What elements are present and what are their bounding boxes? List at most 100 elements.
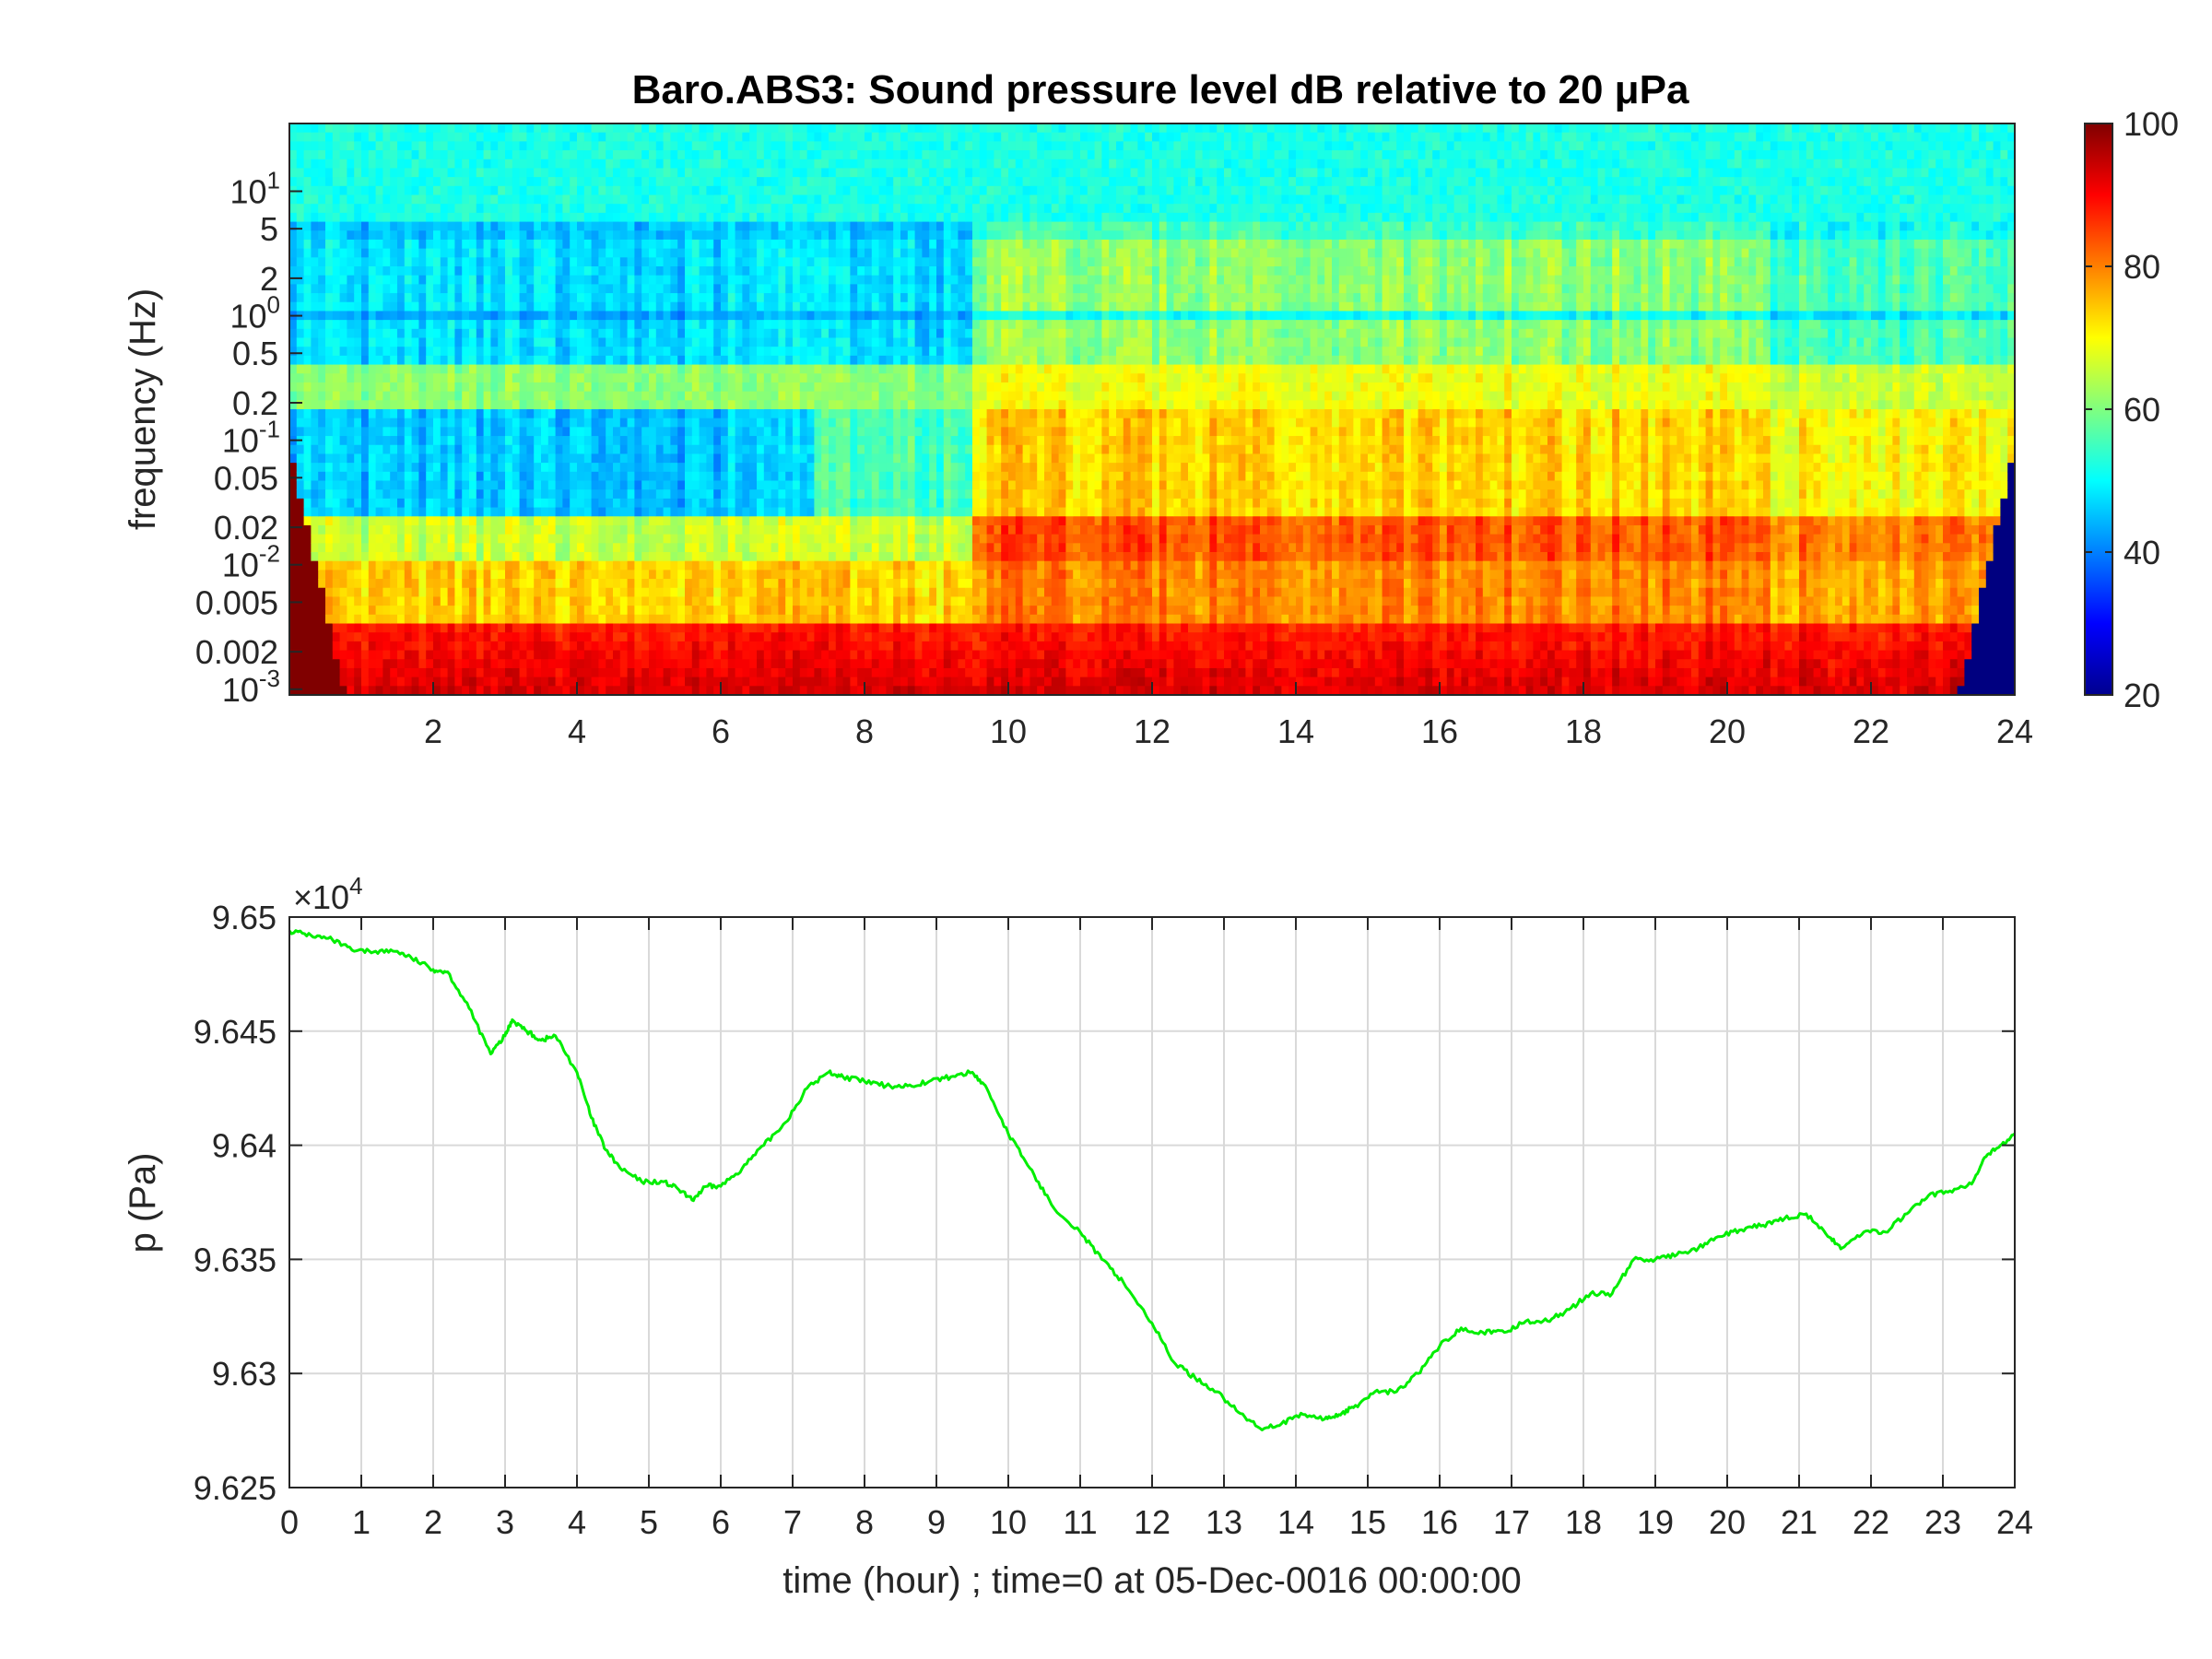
spectrogram-cell [814,284,822,294]
spectrogram-cell [634,524,642,535]
spectrogram-cell [368,364,377,374]
spectrogram-cell [663,221,671,231]
spectrogram-cell [512,498,521,509]
spectrogram-cell [570,293,578,303]
spectrogram-cell [462,284,470,294]
spectrogram-cell [670,480,678,490]
spectrogram-cell [606,436,614,446]
spectrogram-cell [526,677,535,687]
spectrogram-cell [490,444,499,455]
spectrogram-cell [433,623,441,633]
spectrogram-cell [433,382,441,393]
spectrogram-cell [606,257,614,267]
spectrogram-cell [498,516,506,526]
spectrogram-cell [677,347,686,357]
spectrogram-cell [447,587,455,598]
spectrogram-cell [505,320,513,330]
spectrogram-cell [577,275,585,285]
spectrogram-cell [655,552,665,562]
spectrogram-cell [476,212,485,223]
spectrogram-cell [663,150,671,160]
spectrogram-cell [289,141,298,151]
spectrogram-cell [562,659,571,669]
spectrogram-cell [289,498,298,509]
spectrogram-cell [842,587,851,598]
spectrogram-cell [655,418,665,428]
spectrogram-cell [577,489,585,500]
spectrogram-cell [519,204,527,214]
spectrogram-cell [440,632,449,642]
spectrogram-cell [440,257,449,267]
spectrogram-cell [649,524,657,535]
spectrogram-cell [325,570,334,580]
spectrogram-cell [311,275,319,285]
spectrogram-cell [311,659,319,669]
spectrogram-cell [749,516,758,526]
spectrogram-cell [663,524,671,535]
spectrogram-cell [418,124,427,134]
spectrogram-cell [368,275,377,285]
spectrogram-cell [519,534,527,544]
spectrogram-cell [325,382,334,393]
spectrogram-cell [763,337,772,347]
spectrogram-cell [526,614,535,625]
spectrogram-cell [354,185,362,196]
spectrogram-cell [749,185,758,196]
spectrogram-cell [735,614,743,625]
spectrogram-cell [462,221,470,231]
spectrogram-cell [713,168,722,178]
spectrogram-cell [411,221,419,231]
spectrogram-cell [814,150,822,160]
spectrogram-cell [390,614,398,625]
spectrogram-cell [547,194,557,205]
spectrogram-cell [368,606,377,616]
spectrogram-cell [332,177,341,187]
spectrogram-cell [361,293,370,303]
spectrogram-cell [426,239,434,250]
spectrogram-cell [390,382,398,393]
spectrogram-cell [339,373,347,383]
spectrogram-cell [771,659,779,669]
spectrogram-cell [785,552,794,562]
spectrogram-cell [763,453,772,464]
spectrogram-cell [426,480,434,490]
spectrogram-cell [354,382,362,393]
spectrogram-cell [454,320,463,330]
spectrogram-cell [368,301,377,312]
spectrogram-cell [303,248,312,258]
spectrogram-cell [771,534,779,544]
spectrogram-panel: 2 4 6 8 10 12 14 16 18 20 22 24 101521000.50.210-10… [123,123,2033,750]
spectrogram-cell [512,212,521,223]
spectrogram-cell [757,284,765,294]
spectrogram-cell [706,534,714,544]
spectrogram-cell [742,552,750,562]
spectrogram-cell [447,177,455,187]
spectrogram-cell [663,489,671,500]
spectrogram-cell [721,328,729,339]
spectrogram-cell [663,337,671,347]
spectrogram-cell [462,498,470,509]
spectrogram-cell [505,124,513,134]
spectrogram-cell [799,677,808,687]
spectrogram-cell [289,667,298,678]
spectrogram-cell [835,159,844,170]
spectrogram-cell [749,418,758,428]
spectrogram-cell [757,141,765,151]
spectrogram-cell [835,667,844,678]
spectrogram-cell [655,596,665,606]
spectrogram-cell [721,596,729,606]
spectrogram-cell [375,159,383,170]
spectrogram-cell [368,489,377,500]
spectrogram-cell [433,471,441,482]
spectrogram-cell [433,257,441,267]
spectrogram-cell [778,534,786,544]
spectrogram-cell [296,221,305,231]
spectrogram-cell [771,427,779,437]
spectrogram-cell [735,275,743,285]
spectrogram-cell [691,248,700,258]
spectrogram-cell [397,471,406,482]
spectrogram-cell [547,150,557,160]
spectrogram-cell [663,204,671,214]
spectrogram-cell [634,444,642,455]
spectrogram-cell [505,373,513,383]
